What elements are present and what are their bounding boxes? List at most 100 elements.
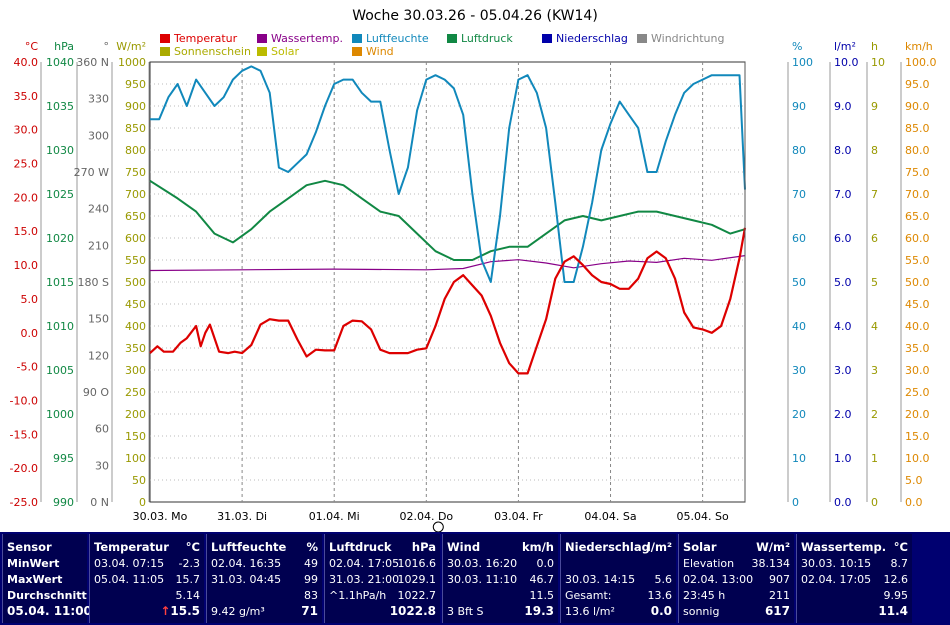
axis-tick-direction: 90 O — [83, 386, 109, 399]
axis-tick-direction: 180 S — [78, 276, 109, 289]
axis-unit-humidity: % — [792, 40, 802, 53]
rain-extra: 13.6 l/m² — [565, 605, 615, 618]
axis-tick-temp: -20.0 — [10, 462, 38, 475]
solar-elev: 38.134 — [751, 557, 791, 570]
hum-min: 49 — [304, 557, 318, 570]
axis-tick-solar: 250 — [125, 386, 146, 399]
axis-tick-temp: 15.0 — [14, 225, 39, 238]
axis-tick-solar: 900 — [125, 100, 146, 113]
axis-tick-solar: 950 — [125, 78, 146, 91]
axis-tick-humidity: 30 — [792, 364, 806, 377]
axis-tick-sunshine: 6 — [871, 232, 878, 245]
axis-tick-solar: 50 — [132, 474, 146, 487]
axis-unit-temp: °C — [25, 40, 39, 53]
axis-tick-humidity: 70 — [792, 188, 806, 201]
rain-unit: l/m² — [646, 540, 672, 554]
solar-current: 617 — [764, 604, 790, 618]
stats-table: Sensor MinWert MaxWert Durchschnitt 05.0… — [0, 532, 950, 625]
axis-tick-pressure: 1020 — [46, 232, 74, 245]
axis-tick-wind: 40.0 — [905, 320, 930, 333]
wind-min-time: 30.03. 16:20 — [447, 557, 518, 570]
pres-trend: ^1.1hPa/h — [329, 589, 387, 602]
chart-title: Woche 30.03.26 - 05.04.26 (KW14) — [352, 8, 598, 24]
axis-tick-solar: 700 — [125, 188, 146, 201]
axis-tick-sunshine: 2 — [871, 408, 878, 421]
axis-tick-pressure: 1025 — [46, 188, 74, 201]
temp-unit: °C — [185, 540, 200, 554]
legend-swatch-8 — [352, 47, 362, 56]
axis-tick-temp: 10.0 — [14, 259, 39, 272]
wind-avg: 11.5 — [529, 589, 555, 602]
axis-tick-wind: 0.0 — [905, 496, 923, 509]
axis-tick-temp: -15.0 — [10, 428, 38, 441]
axis-tick-direction: 300 — [88, 129, 109, 142]
temp-title: Temperatur — [94, 540, 169, 554]
wind-title: Wind — [447, 540, 481, 554]
axis-unit-rain: l/m² — [834, 40, 856, 53]
axis-tick-rain: 1.0 — [834, 452, 852, 465]
axis-tick-sunshine: 5 — [871, 276, 878, 289]
axis-tick-humidity: 80 — [792, 144, 806, 157]
axis-tick-solar: 850 — [125, 122, 146, 135]
x-tick-label: 03.04. Fr — [494, 510, 543, 523]
axis-tick-solar: 750 — [125, 166, 146, 179]
axis-tick-wind: 20.0 — [905, 408, 930, 421]
x-tick-label: 31.03. Di — [217, 510, 267, 523]
axis-tick-sunshine: 10 — [871, 56, 885, 69]
hum-title: Luftfeuchte — [211, 540, 287, 554]
axis-tick-rain: 7.0 — [834, 188, 852, 201]
axis-tick-wind: 5.0 — [905, 474, 923, 487]
rain-gesamt-label: Gesamt: — [565, 589, 612, 602]
water-unit: °C — [893, 540, 908, 554]
pres-max-time: 31.03. 21:00 — [329, 573, 400, 586]
legend-swatch-0 — [160, 34, 170, 43]
pres-min: 1016.6 — [397, 557, 437, 570]
axis-tick-humidity: 10 — [792, 452, 806, 465]
water-current: 11.4 — [878, 604, 908, 618]
axis-tick-wind: 50.0 — [905, 276, 930, 289]
axis-tick-humidity: 20 — [792, 408, 806, 421]
axis-tick-solar: 350 — [125, 342, 146, 355]
axis-tick-temp: 30.0 — [14, 124, 39, 137]
rain-max-time: 30.03. 14:15 — [565, 573, 636, 586]
axis-tick-rain: 10.0 — [834, 56, 859, 69]
wind-column: Wind km/h 30.03. 16:20 0.0 30.03. 11:10 46.… — [442, 534, 558, 623]
axis-tick-temp: -10.0 — [10, 394, 38, 407]
series-luftfeuchte — [150, 65, 746, 283]
axis-tick-direction: 360 N — [76, 56, 109, 69]
axis-unit-pressure: hPa — [54, 40, 74, 53]
axis-tick-sunshine: 3 — [871, 364, 878, 377]
axis-tick-rain: 9.0 — [834, 100, 852, 113]
hum-current: 71 — [301, 604, 318, 618]
temp-avg: 5.14 — [175, 589, 201, 602]
temp-current: 15.5 — [170, 604, 200, 618]
axis-tick-wind: 70.0 — [905, 188, 930, 201]
wind-beaufort: 3 Bft S — [447, 605, 484, 618]
axis-tick-pressure: 1030 — [46, 144, 74, 157]
axis-tick-direction: 210 — [88, 239, 109, 252]
axis-tick-solar: 150 — [125, 430, 146, 443]
sensor-label: Sensor — [7, 540, 52, 554]
wind-min: 0.0 — [536, 557, 555, 570]
axis-tick-temp: -5.0 — [17, 361, 38, 374]
wind-unit: km/h — [521, 540, 554, 554]
water-min: 8.7 — [890, 557, 909, 570]
axis-tick-wind: 45.0 — [905, 298, 930, 311]
pres-title: Luftdruck — [329, 540, 392, 554]
water-title: Wassertemp. — [801, 540, 887, 554]
axis-tick-temp: 40.0 — [14, 56, 39, 69]
legend-swatch-5 — [637, 34, 647, 43]
axis-tick-wind: 55.0 — [905, 254, 930, 267]
legend-swatch-2 — [352, 34, 362, 43]
axis-tick-direction: 120 — [88, 349, 109, 362]
chart-svg: Woche 30.03.26 - 05.04.26 (KW14) Temperat… — [10, 8, 937, 533]
axis-unit-sunshine: h — [871, 40, 878, 53]
x-tick-label: 04.04. Sa — [584, 510, 636, 523]
axis-tick-temp: 5.0 — [21, 293, 39, 306]
solar-max-time: 02.04. 13:00 — [683, 573, 754, 586]
temperature-column: Temperatur °C 03.04. 07:15 -2.3 05.04. 11:… — [89, 534, 204, 623]
axis-tick-wind: 60.0 — [905, 232, 930, 245]
axis-tick-direction: 150 — [88, 313, 109, 326]
axis-tick-temp: 25.0 — [14, 158, 39, 171]
solar-sun-time: 23:45 h — [683, 589, 726, 602]
